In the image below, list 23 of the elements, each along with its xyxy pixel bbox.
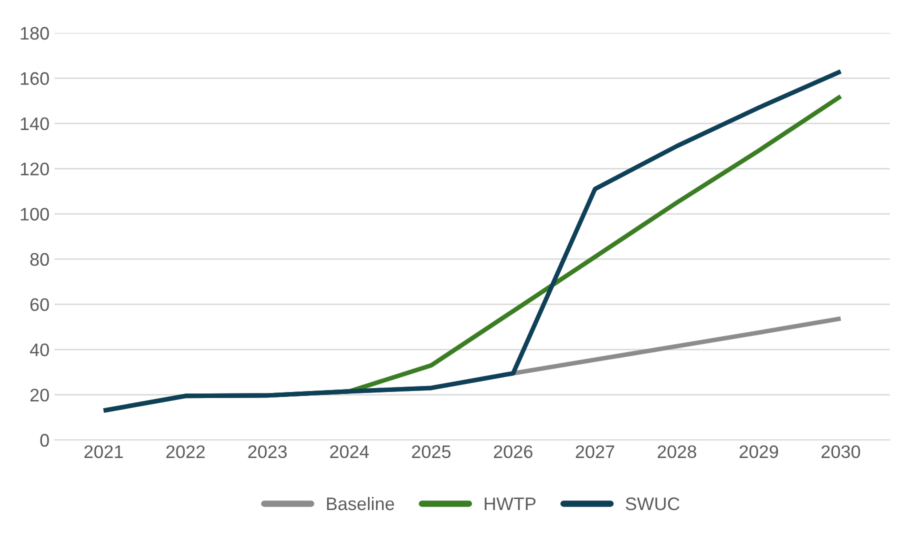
y-tick-label: 180: [20, 26, 49, 40]
legend-label: HWTP: [484, 498, 536, 510]
x-tick-label: 2029: [740, 445, 778, 458]
y-tick-label: 100: [20, 208, 49, 221]
x-tick-label: 2026: [494, 445, 532, 458]
y-tick-label: 120: [20, 162, 49, 176]
y-tick-label: 80: [30, 253, 49, 266]
y-tick-label: 20: [30, 388, 49, 402]
x-tick-label: 2024: [330, 445, 369, 458]
y-tick-label: 140: [20, 117, 49, 130]
x-tick-label: 2027: [576, 445, 614, 458]
y-tick-label: 40: [30, 343, 49, 356]
x-tick-label: 2023: [248, 445, 287, 458]
x-tick-label: 2021: [84, 445, 123, 458]
legend-label: Baseline: [327, 496, 394, 510]
x-tick-label: 2030: [822, 445, 860, 458]
y-tick-label: 160: [20, 72, 49, 85]
y-tick-label: 0: [40, 434, 49, 447]
legend-label: SWUC: [626, 497, 680, 510]
x-tick-label: 2025: [412, 445, 451, 458]
x-tick-label: 2028: [658, 445, 696, 458]
x-tick-label: 2022: [166, 445, 205, 458]
y-tick-label: 60: [30, 298, 49, 312]
